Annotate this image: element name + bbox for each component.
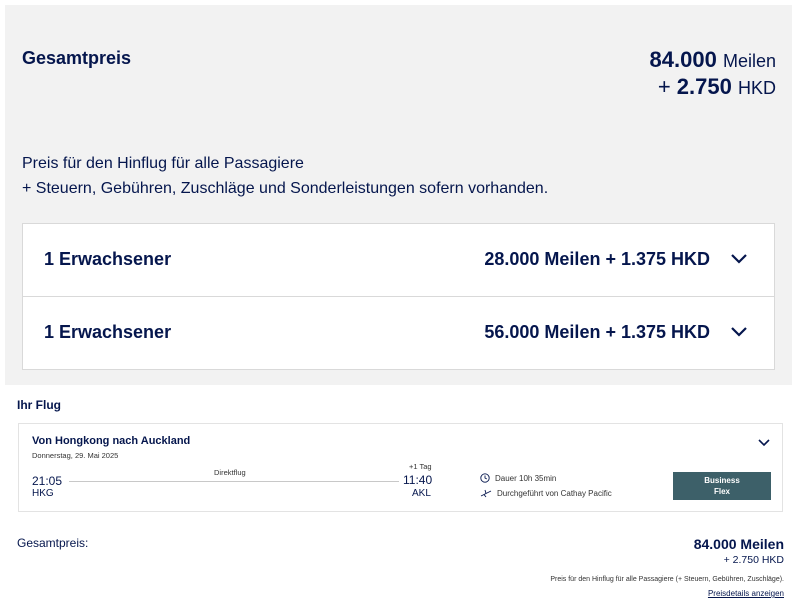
airplane-icon: [480, 489, 492, 498]
flight-section-heading: Ihr Flug: [17, 398, 61, 412]
price-description-line1: Preis für den Hinflug für alle Passagier…: [22, 155, 304, 172]
passenger-price: 28.000 Meilen + 1.375 HKD: [484, 249, 710, 269]
stop-type: Direktflug: [214, 468, 246, 477]
arrival-airport: AKL: [412, 488, 431, 499]
footer-total-label: Gesamtpreis:: [17, 536, 89, 550]
flight-timeline: [69, 481, 399, 482]
fare-class-variant: Flex: [713, 487, 730, 496]
total-price-title: Gesamtpreis: [22, 48, 132, 68]
chevron-down-icon[interactable]: [730, 324, 748, 338]
flight-operator: Durchgeführt von Cathay Pacific: [480, 488, 612, 498]
price-details-link[interactable]: Preisdetails anzeigen: [707, 589, 784, 598]
footer-price-note: Preis für den Hinflug für alle Passagier…: [550, 576, 784, 583]
total-tax-value: 2.750: [676, 74, 732, 99]
footer-total-tax: + 2.750 HKD: [723, 554, 784, 566]
price-summary-panel: Gesamtpreis 84.000 Meilen + 2.750 HKD Pr…: [5, 5, 792, 385]
price-description-line2: + Steuern, Gebühren, Zuschläge und Sonde…: [22, 180, 549, 197]
passenger-row[interactable]: 1 Erwachsener 56.000 Meilen + 1.375 HKD: [23, 297, 774, 370]
fare-class-name: Business: [704, 476, 740, 485]
departure-airport: HKG: [32, 488, 54, 499]
total-miles-unit: Meilen: [722, 51, 776, 71]
total-miles-value: 84.000: [649, 47, 717, 72]
next-day-indicator: +1 Tag: [409, 462, 432, 471]
departure-time: 21:05: [32, 474, 63, 488]
total-tax-unit: HKD: [737, 78, 776, 98]
flight-duration: Dauer 10h 35min: [480, 473, 556, 483]
chevron-down-icon[interactable]: [758, 438, 770, 447]
flight-date: Donnerstag, 29. Mai 2025: [32, 451, 119, 460]
total-price-value: 84.000 Meilen + 2.750 HKD: [650, 47, 776, 101]
passenger-row[interactable]: 1 Erwachsener 28.000 Meilen + 1.375 HKD: [23, 224, 774, 297]
duration-text: Dauer 10h 35min: [495, 473, 557, 483]
clock-icon: [480, 473, 490, 483]
total-tax-prefix: +: [657, 74, 671, 99]
arrival-time: 11:40: [403, 473, 433, 487]
footer-total-miles: 84.000 Meilen: [693, 536, 784, 552]
flight-card[interactable]: Von Hongkong nach Auckland Donnerstag, 2…: [18, 423, 783, 512]
passenger-price: 56.000 Meilen + 1.375 HKD: [484, 322, 710, 342]
operator-text: Durchgeführt von Cathay Pacific: [497, 488, 612, 498]
price-description: Preis für den Hinflug für alle Passagier…: [22, 151, 548, 201]
passenger-label: 1 Erwachsener: [44, 249, 172, 269]
flight-route: Von Hongkong nach Auckland: [32, 435, 191, 447]
passenger-label: 1 Erwachsener: [44, 322, 172, 342]
fare-class-badge[interactable]: Business Flex: [673, 472, 771, 500]
passenger-price-list: 1 Erwachsener 28.000 Meilen + 1.375 HKD …: [22, 223, 775, 370]
chevron-down-icon[interactable]: [730, 251, 748, 265]
